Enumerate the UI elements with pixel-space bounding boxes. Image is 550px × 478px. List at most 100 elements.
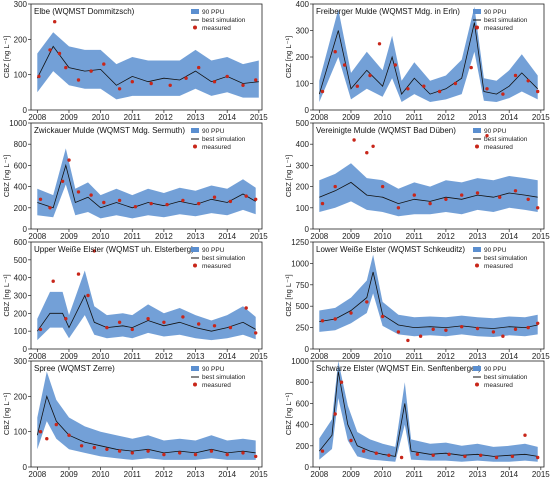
y-tick-label: 400 [14, 183, 28, 192]
x-tick-label: 2013 [187, 232, 205, 241]
best-simulation-line [36, 294, 256, 332]
measured-point [393, 63, 397, 67]
measured-point [399, 455, 404, 460]
x-tick-label: 2014 [500, 113, 518, 122]
measured-point [447, 452, 451, 456]
measured-point [92, 249, 97, 253]
chart-panel: 0 200 400 600 800 1000 2008 2009 2010 2011 2012 201… [284, 357, 550, 478]
legend-label: 90 PPU [484, 128, 507, 135]
measured-point [428, 201, 432, 206]
legend-swatch-point [475, 25, 479, 30]
measured-point [64, 317, 68, 321]
measured-point [92, 445, 97, 450]
x-tick-label: 2011 [406, 352, 424, 361]
y-axis-label: CBZ [ng L⁻¹] [284, 36, 293, 78]
y-axis-label: CBZ [ng L⁻¹] [284, 393, 293, 435]
measured-point [479, 453, 483, 457]
legend-label: 90 PPU [484, 247, 507, 254]
legend-swatch-point [475, 144, 479, 149]
legend-label: best simulation [484, 17, 528, 24]
legend-label: measured [484, 144, 513, 151]
y-tick-label: 300 [14, 357, 28, 366]
measured-point [396, 330, 401, 334]
measured-point [51, 279, 55, 283]
panel-title: Vereinigte Mulde (WQMST Bad Düben) [316, 126, 456, 135]
measured-point [67, 433, 71, 437]
measured-point [184, 76, 188, 80]
y-tick-label: 0 [305, 463, 310, 472]
legend-swatch-band [473, 9, 481, 14]
measured-point [146, 449, 150, 453]
measured-point [76, 78, 81, 82]
x-tick-label: 2013 [469, 352, 487, 361]
measured-point [536, 455, 540, 460]
x-tick-label: 2008 [28, 232, 46, 241]
y-tick-label: 200 [296, 53, 310, 62]
plot-frame [30, 122, 263, 230]
legend-swatch-point [475, 382, 479, 387]
measured-point [491, 330, 496, 334]
y-tick-label: 250 [296, 324, 310, 333]
plot-frame [312, 241, 545, 350]
measured-point [377, 42, 382, 46]
measured-point [453, 81, 458, 86]
legend-swatch-band [191, 366, 199, 371]
measured-point [181, 198, 185, 203]
y-tick-label: 1250 [291, 238, 309, 247]
legend-label: best simulation [202, 255, 246, 262]
measured-point [460, 325, 464, 329]
x-tick-label: 2012 [155, 232, 173, 241]
measured-point [168, 83, 172, 88]
y-tick-label: 0 [23, 106, 28, 115]
measured-point [494, 455, 499, 460]
x-tick-label: 2011 [124, 470, 142, 478]
chart-panel: 0 100 200 300 2008 2009 2010 2011 2012 2013 2014 20… [2, 0, 268, 122]
legend-label: best simulation [202, 136, 246, 143]
measured-point [130, 327, 134, 332]
plot-frame [30, 360, 263, 468]
plot-frame [312, 360, 545, 468]
ppu-band [37, 371, 256, 460]
plot-frame [30, 3, 263, 111]
legend-label: measured [202, 144, 231, 151]
x-tick-label: 2014 [500, 232, 518, 241]
measured-point [48, 48, 52, 52]
x-tick-label: 2015 [532, 470, 550, 478]
measured-point [149, 201, 153, 206]
x-tick-label: 2008 [310, 232, 328, 241]
y-tick-label: 200 [14, 392, 28, 401]
legend-label: 90 PPU [202, 9, 225, 16]
y-tick-label: 100 [14, 71, 28, 80]
panel-title: Freiberger Mulde (WQMST Mdg. in Erln) [316, 7, 460, 16]
legend-swatch-band [473, 247, 481, 252]
measured-point [60, 179, 65, 183]
measured-point [387, 453, 391, 457]
legend-label: best simulation [484, 255, 528, 262]
x-tick-label: 2010 [374, 232, 392, 241]
legend-label: measured [484, 25, 513, 32]
measured-point [64, 65, 68, 70]
y-tick-label: 200 [14, 204, 28, 213]
legend-label: measured [484, 382, 513, 389]
measured-point [38, 430, 43, 434]
measured-point [355, 84, 359, 88]
y-tick-label: 1000 [291, 357, 309, 366]
measured-point [475, 191, 480, 195]
measured-point [244, 306, 248, 310]
x-tick-label: 2008 [310, 113, 328, 122]
y-tick-label: 200 [296, 442, 310, 451]
measured-point [523, 433, 527, 437]
x-tick-label: 2009 [342, 113, 360, 122]
y-tick-label: 300 [14, 0, 28, 9]
x-tick-label: 2015 [532, 113, 550, 122]
panel-title: Spree (WQMST Zerre) [34, 364, 115, 373]
measured-point [371, 144, 375, 148]
measured-point [117, 449, 122, 453]
y-axis-label: CBZ [ng L⁻¹] [2, 274, 11, 316]
legend-swatch-point [193, 263, 197, 268]
legend-swatch-band [191, 9, 199, 14]
x-tick-label: 2014 [218, 232, 236, 241]
measured-point [37, 74, 41, 79]
